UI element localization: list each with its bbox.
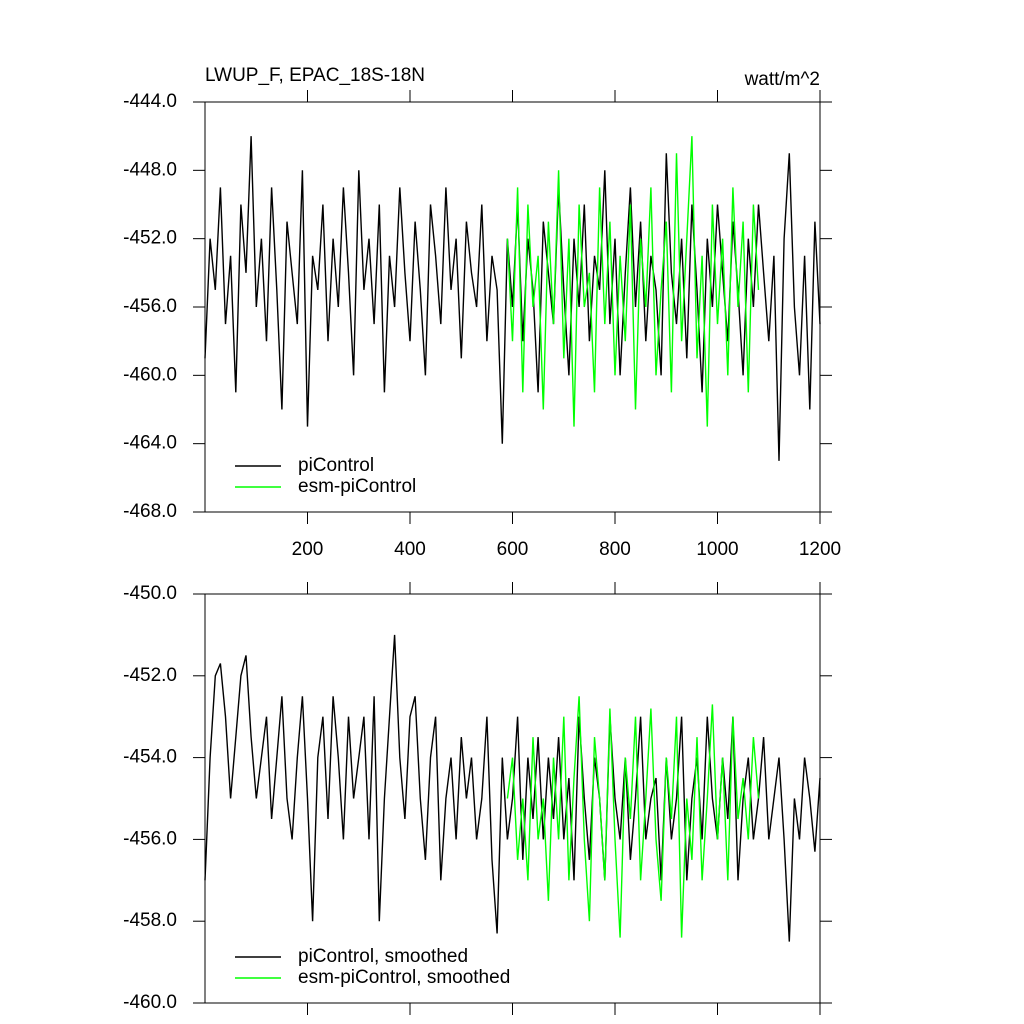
y-tick-label: -452.0 — [123, 665, 177, 686]
y-tick-label: -460.0 — [123, 364, 177, 385]
x-tick-label: 600 — [497, 539, 529, 560]
series-line — [204, 136, 821, 461]
legend-label: esm-piControl, smoothed — [298, 967, 510, 988]
y-tick-label: -456.0 — [123, 296, 177, 317]
y-tick-label: -456.0 — [123, 828, 177, 849]
series-line — [506, 136, 760, 427]
legend-label: piControl — [298, 455, 374, 476]
y-tick-label: -458.0 — [123, 910, 177, 931]
x-tick-label: 1200 — [799, 539, 841, 560]
y-tick-label: -464.0 — [123, 433, 177, 454]
y-tick-label: -460.0 — [123, 992, 177, 1013]
y-tick-label: -468.0 — [123, 501, 177, 522]
y-tick-label: -452.0 — [123, 228, 177, 249]
y-tick-label: -450.0 — [123, 583, 177, 604]
y-tick-label: -448.0 — [123, 159, 177, 180]
units-label: watt/m^2 — [744, 69, 820, 90]
chart-title: LWUP_F, EPAC_18S-18N — [205, 65, 425, 86]
series-line — [506, 696, 760, 938]
y-tick-label: -444.0 — [123, 91, 177, 112]
series-line — [204, 634, 821, 942]
x-tick-label: 800 — [599, 539, 631, 560]
x-tick-label: 1000 — [696, 539, 738, 560]
y-tick-label: -454.0 — [123, 747, 177, 768]
x-tick-label: 200 — [292, 539, 324, 560]
legend-label: esm-piControl — [298, 476, 416, 497]
x-tick-label: 400 — [394, 539, 426, 560]
legend-label: piControl, smoothed — [298, 946, 468, 967]
